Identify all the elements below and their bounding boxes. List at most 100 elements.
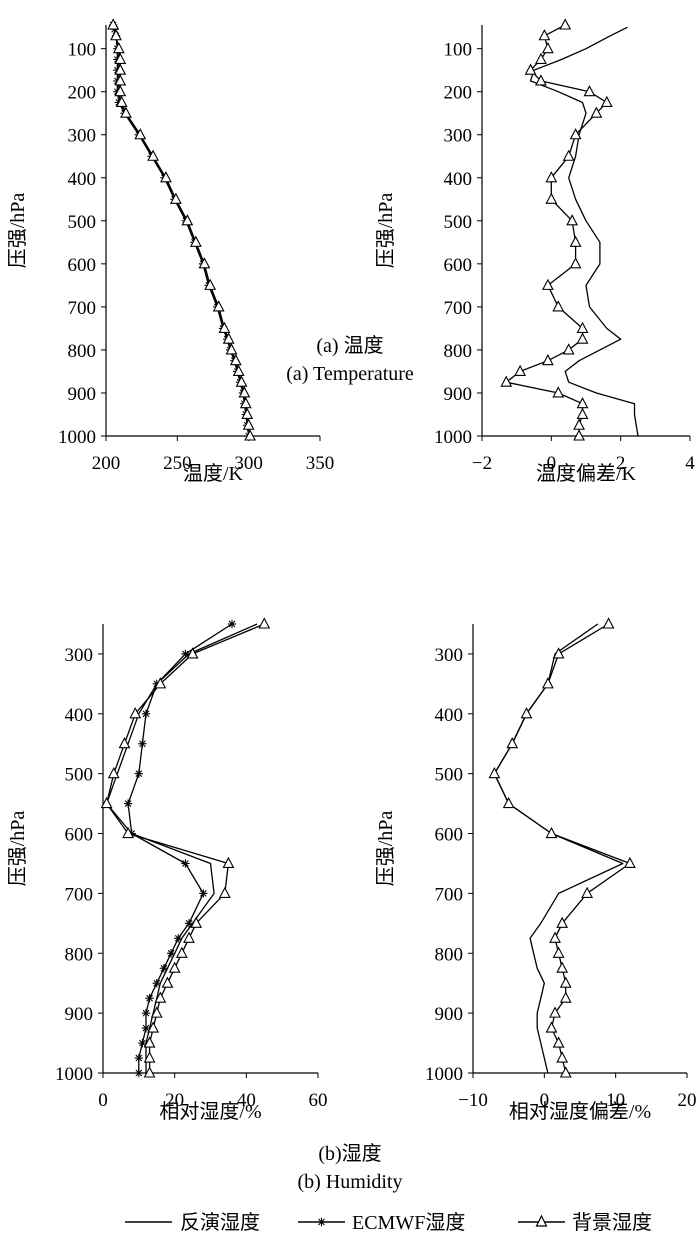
x-tick-label: 10 — [606, 1090, 625, 1111]
background-point — [181, 214, 194, 226]
background-point — [225, 343, 238, 355]
background-point — [114, 74, 127, 86]
background-point — [114, 63, 127, 75]
background-point — [147, 149, 159, 161]
ecmwf-point — [152, 979, 161, 988]
y-tick-label: 900 — [444, 384, 473, 405]
background-point — [115, 95, 128, 108]
y-tick-label: 500 — [68, 212, 97, 233]
background-point — [161, 976, 174, 988]
background-point — [212, 300, 225, 312]
ecmwf-point — [134, 769, 144, 778]
x-tick-label: 300 — [234, 453, 263, 474]
y-tick-label: 700 — [65, 884, 94, 905]
background-point — [535, 74, 547, 86]
y-tick-label: 1000 — [55, 1064, 93, 1085]
background-point — [602, 617, 615, 629]
background-point — [112, 41, 125, 54]
series-line-triangle — [112, 24, 251, 437]
background-point — [506, 737, 519, 749]
background-point — [573, 429, 585, 441]
x-tick-label: 20 — [165, 1090, 184, 1111]
ecmwf-point — [181, 859, 190, 868]
background-point — [238, 386, 251, 398]
background-point — [552, 1036, 565, 1048]
y-axis-label: 压强/hPa — [375, 811, 397, 887]
y-tick-label: 500 — [444, 212, 473, 233]
background-point — [114, 52, 127, 64]
background-point — [118, 737, 131, 749]
y-tick-label: 400 — [444, 169, 473, 190]
background-point — [258, 617, 271, 629]
background-point — [576, 321, 589, 333]
background-point — [232, 364, 245, 376]
ecmwf-point — [134, 1068, 144, 1078]
legend: 反演湿度 ECMWF湿度 背景湿度 — [125, 1211, 652, 1234]
background-point — [583, 85, 596, 97]
background-point — [239, 397, 252, 409]
background-point — [535, 52, 547, 64]
y-tick-label: 800 — [65, 944, 94, 965]
background-point — [242, 418, 255, 430]
background-point — [107, 18, 120, 30]
humidity-bias-chart: 300 400 500 600 700 800 900 1000 −10 0 10 20 相对湿度偏差/… — [375, 617, 697, 1123]
background-point — [500, 375, 513, 387]
background-point — [538, 29, 551, 41]
series-line-solid — [529, 26, 639, 437]
temperature-bias-chart: 100 200 300 400 500 600 700 800 900 1000−2 0 2 4 温度偏差… — [375, 18, 695, 485]
background-point — [190, 916, 203, 928]
y-tick-label: 100 — [444, 40, 473, 61]
x-axis-label: 温度偏差/K — [536, 462, 637, 485]
background-point — [134, 128, 147, 140]
background-point — [569, 257, 582, 269]
temperature-profile-chart: 100 200 300 400 500 600 700 800 900 1000 200 250 300… — [7, 18, 334, 485]
background-point — [143, 1036, 156, 1048]
background-point — [189, 235, 202, 247]
background-point — [186, 647, 199, 659]
background-point — [198, 257, 211, 269]
background-point — [107, 766, 120, 779]
background-point — [183, 931, 195, 943]
x-tick-label: 0 — [540, 1090, 550, 1111]
background-point — [559, 976, 572, 988]
background-point — [556, 961, 569, 973]
y-tick-label: 400 — [435, 705, 464, 726]
background-point — [120, 106, 132, 118]
background-point — [581, 886, 594, 898]
x-axis-label: 温度/K — [183, 462, 244, 485]
background-point — [541, 278, 554, 290]
ecmwf-point — [174, 934, 183, 943]
y-tick-label: 500 — [435, 765, 464, 786]
ecmwf-point — [123, 799, 133, 808]
y-tick-label: 200 — [68, 83, 97, 104]
background-point — [541, 677, 554, 689]
background-point — [143, 1066, 156, 1078]
y-tick-label: 700 — [435, 884, 464, 905]
background-point — [218, 886, 231, 898]
ecmwf-point — [141, 1023, 151, 1033]
series-line-star — [112, 24, 250, 437]
background-point — [545, 171, 558, 183]
background-point — [143, 1051, 156, 1063]
background-point — [169, 192, 182, 204]
background-point — [160, 171, 172, 183]
y-tick-label: 800 — [435, 944, 464, 965]
series-line-solid — [112, 24, 250, 437]
y-tick-label: 700 — [68, 298, 97, 319]
x-axis-label: 相对湿度/% — [159, 1100, 261, 1123]
background-point — [590, 106, 603, 118]
background-point — [541, 354, 554, 366]
background-point — [576, 397, 589, 409]
y-tick-label: 1000 — [425, 1064, 463, 1085]
y-tick-label: 500 — [65, 765, 94, 786]
background-point — [122, 826, 134, 839]
background-point — [168, 961, 181, 973]
y-tick-label: 700 — [444, 298, 473, 319]
series-line-solid — [105, 623, 258, 1073]
background-point — [154, 677, 167, 689]
x-tick-label: 2 — [616, 453, 626, 474]
y-tick-label: 900 — [65, 1004, 94, 1025]
background-point — [576, 407, 589, 420]
caption-a-cn: (a) 温度 — [316, 334, 383, 357]
